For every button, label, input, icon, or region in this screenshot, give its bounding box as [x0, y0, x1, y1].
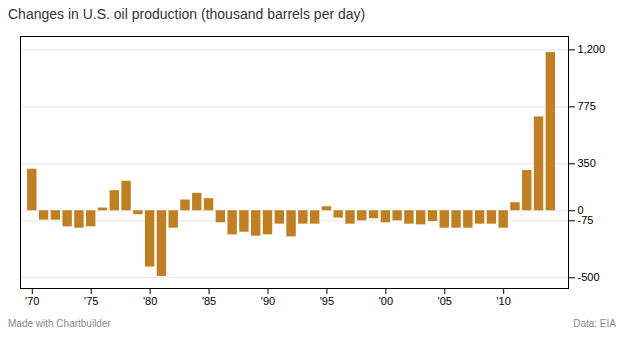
svg-text:'95: '95: [320, 295, 334, 307]
html-text:Data: EIA: Data: EIA: [573, 318, 616, 329]
svg-text:'85: '85: [202, 295, 216, 307]
svg-text:'05: '05: [438, 295, 452, 307]
html-text:Changes in U.S. oil production: Changes in U.S. oil production (thousand…: [8, 6, 366, 22]
svg-text:'90: '90: [261, 295, 275, 307]
svg-text:0: 0: [578, 204, 584, 216]
svg-text:'80: '80: [143, 295, 157, 307]
svg-text:350: 350: [578, 157, 596, 169]
svg-text:'75: '75: [84, 295, 98, 307]
svg-text:'10: '10: [497, 295, 511, 307]
html-text:Made with Chartbuilder: Made with Chartbuilder: [8, 318, 111, 329]
svg-text:775: 775: [578, 100, 596, 112]
svg-text:'70: '70: [25, 295, 39, 307]
svg-text:1,200: 1,200: [578, 43, 606, 55]
svg-text:-75: -75: [577, 214, 594, 227]
svg-text:'00: '00: [379, 295, 393, 307]
svg-text:-500: -500: [578, 271, 600, 283]
